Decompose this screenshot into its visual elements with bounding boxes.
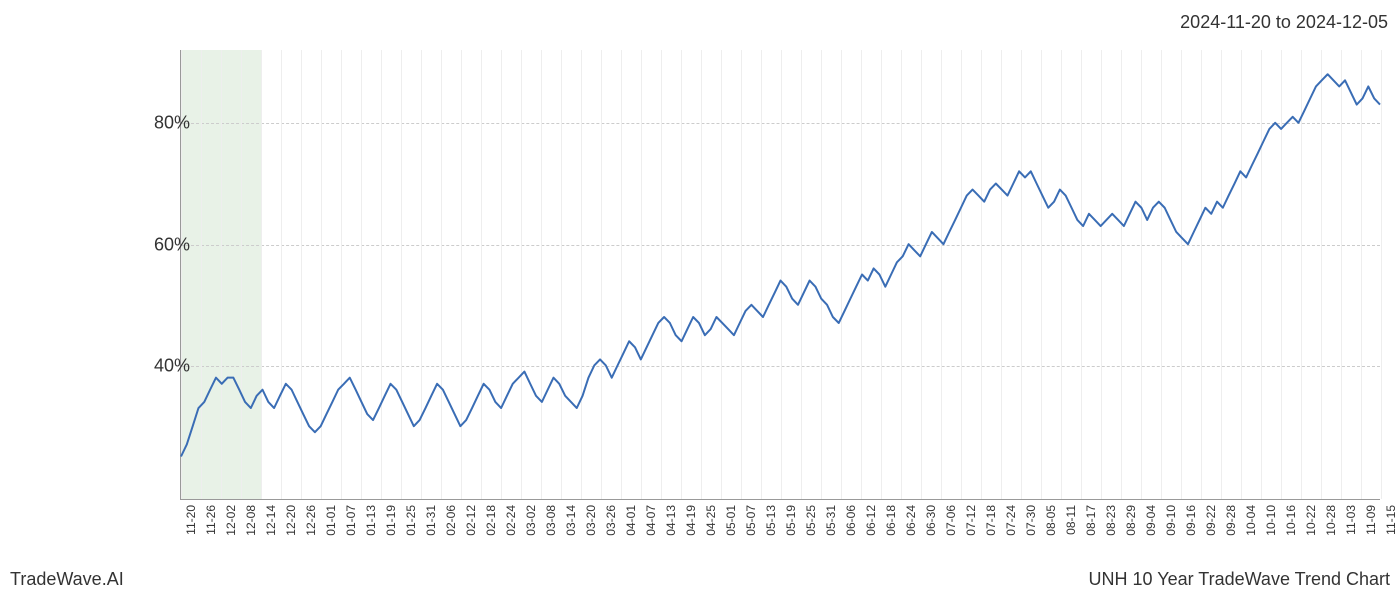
x-tick-label: 12-02 [224, 505, 238, 536]
x-tick-label: 11-03 [1344, 505, 1358, 535]
x-tick-label: 08-17 [1084, 505, 1098, 536]
x-tick-label: 06-06 [844, 505, 858, 536]
x-tick-label: 10-16 [1284, 505, 1298, 536]
x-tick-label: 01-25 [404, 505, 418, 536]
x-tick-label: 09-04 [1144, 505, 1158, 536]
date-range-label: 2024-11-20 to 2024-12-05 [1180, 12, 1388, 33]
x-tick-label: 04-19 [684, 505, 698, 536]
x-tick-label: 12-14 [264, 505, 278, 536]
x-tick-label: 02-24 [504, 505, 518, 536]
x-tick-label: 04-13 [664, 505, 678, 536]
x-tick-label: 10-22 [1304, 505, 1318, 536]
x-tick-label: 03-02 [524, 505, 538, 536]
x-tick-label: 07-24 [1004, 505, 1018, 536]
x-tick-label: 01-31 [424, 505, 438, 536]
x-tick-label: 02-06 [444, 505, 458, 536]
x-tick-label: 06-24 [904, 505, 918, 536]
x-tick-label: 12-26 [304, 505, 318, 536]
x-tick-label: 07-30 [1024, 505, 1038, 536]
x-tick-label: 03-14 [564, 505, 578, 536]
x-tick-label: 03-20 [584, 505, 598, 536]
x-tick-label: 10-28 [1324, 505, 1338, 536]
x-tick-label: 08-29 [1124, 505, 1138, 536]
x-tick-label: 04-07 [644, 505, 658, 536]
x-tick-label: 05-19 [784, 505, 798, 536]
x-tick-label: 06-12 [864, 505, 878, 536]
x-tick-label: 06-30 [924, 505, 938, 536]
x-tick-label: 11-09 [1364, 505, 1378, 535]
x-tick-label: 10-10 [1264, 505, 1278, 536]
chart-title: UNH 10 Year TradeWave Trend Chart [1089, 569, 1390, 590]
trend-line [181, 50, 1380, 499]
y-tick-label: 40% [90, 356, 190, 377]
x-tick-label: 08-11 [1064, 505, 1078, 535]
x-tick-label: 12-20 [284, 505, 298, 536]
x-tick-label: 05-25 [804, 505, 818, 536]
chart-plot-area [180, 50, 1380, 500]
x-tick-label: 08-05 [1044, 505, 1058, 536]
x-tick-label: 09-10 [1164, 505, 1178, 536]
y-tick-label: 60% [90, 234, 190, 255]
x-tick-label: 05-07 [744, 505, 758, 536]
x-tick-label: 01-01 [324, 505, 338, 536]
x-tick-label: 01-13 [364, 505, 378, 536]
x-tick-label: 09-16 [1184, 505, 1198, 536]
x-tick-label: 03-26 [604, 505, 618, 536]
x-tick-label: 07-18 [984, 505, 998, 536]
x-tick-label: 05-31 [824, 505, 838, 536]
x-tick-label: 11-26 [204, 505, 218, 535]
x-tick-label: 02-12 [464, 505, 478, 536]
x-tick-label: 07-06 [944, 505, 958, 536]
brand-label: TradeWave.AI [10, 569, 124, 590]
plot-frame [180, 50, 1380, 500]
x-tick-label: 08-23 [1104, 505, 1118, 536]
x-tick-label: 09-22 [1204, 505, 1218, 536]
x-tick-label: 10-04 [1244, 505, 1258, 536]
x-tick-label: 07-12 [964, 505, 978, 536]
x-tick-label: 11-15 [1384, 505, 1398, 535]
x-tick-label: 09-28 [1224, 505, 1238, 536]
x-tick-label: 04-01 [624, 505, 638, 536]
x-tick-label: 11-20 [184, 505, 198, 535]
x-tick-label: 05-13 [764, 505, 778, 536]
x-tick-label: 06-18 [884, 505, 898, 536]
x-tick-label: 01-07 [344, 505, 358, 536]
x-tick-label: 03-08 [544, 505, 558, 536]
x-tick-label: 05-01 [724, 505, 738, 536]
y-tick-label: 80% [90, 112, 190, 133]
x-tick-label: 01-19 [384, 505, 398, 536]
x-tick-label: 04-25 [704, 505, 718, 536]
x-tick-label: 02-18 [484, 505, 498, 536]
x-tick-label: 12-08 [244, 505, 258, 536]
